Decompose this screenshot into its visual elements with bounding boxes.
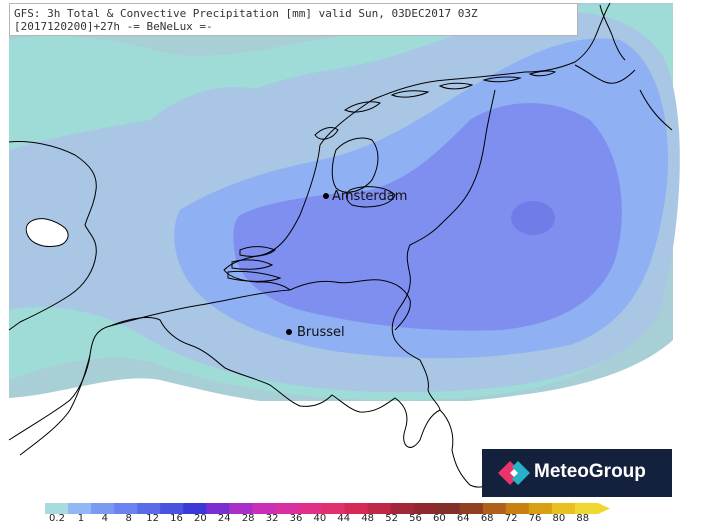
legend-swatch: [45, 503, 69, 514]
legend-swatch: [551, 503, 576, 514]
legend-swatch: [413, 503, 438, 514]
brussel-marker: [286, 329, 292, 335]
legend-labels: 0.2 1 4 8 12 16 20 24 28 32 36 40 44 48 52 56 60 64 68 72 76…: [0, 513, 725, 527]
legend-label: 40: [313, 513, 327, 524]
field-core-band: [233, 103, 622, 331]
amsterdam-label: Amsterdam: [332, 189, 408, 204]
legend-label: 64: [456, 513, 470, 524]
meteogroup-logo-text: MeteoGroup: [534, 461, 646, 482]
header-line-2: [2017120200]+27h -= BeNeLux =-: [14, 20, 213, 33]
chart-header: GFS: 3h Total & Convective Precipitation…: [9, 3, 578, 36]
legend-label: 80: [552, 513, 566, 524]
legend-overflow-arrow: [598, 503, 610, 514]
legend-label: 44: [337, 513, 351, 524]
field-peak: [511, 201, 555, 235]
legend-swatch: [482, 503, 507, 514]
field-empty-south: [9, 340, 673, 440]
legend-color-bar: [45, 503, 610, 514]
legend-label: 1: [77, 513, 85, 524]
legend-label: 8: [125, 513, 132, 524]
legend-label: 52: [385, 513, 398, 524]
legend-label: 60: [433, 513, 446, 524]
meteogroup-logo-icon: [498, 461, 530, 485]
legend-swatch: [183, 503, 207, 514]
legend-label: 20: [194, 513, 207, 524]
legend-label: 28: [241, 513, 255, 524]
legend-swatch: [275, 503, 299, 514]
legend-swatch: [229, 503, 253, 514]
legend-label: 72: [504, 513, 518, 524]
header-line-1: GFS: 3h Total & Convective Precipitation…: [14, 7, 478, 20]
legend-swatch: [459, 503, 484, 514]
legend-label: 4: [101, 513, 108, 524]
amsterdam-marker: [323, 193, 329, 199]
legend-swatch: [390, 503, 415, 514]
legend-swatch: [528, 503, 553, 514]
legend-label: 88: [576, 513, 590, 524]
legend-label: 76: [528, 513, 542, 524]
legend-swatch: [344, 503, 369, 514]
legend-label: 0.2: [49, 513, 65, 524]
legend-swatch: [574, 503, 599, 514]
legend-label: 32: [265, 513, 279, 524]
legend-swatch: [252, 503, 276, 514]
legend-label: 48: [361, 513, 375, 524]
legend-swatch: [298, 503, 322, 514]
legend-swatch: [206, 503, 230, 514]
legend-label: 12: [146, 513, 159, 524]
legend-swatch: [505, 503, 530, 514]
meteogroup-logo: MeteoGroup: [482, 449, 672, 497]
legend-label: 68: [480, 513, 494, 524]
legend-label: 36: [289, 513, 303, 524]
legend-swatch: [160, 503, 184, 514]
legend-swatch: [436, 503, 461, 514]
legend-swatch: [91, 503, 115, 514]
legend-label: 24: [217, 513, 231, 524]
legend-swatch: [114, 503, 138, 514]
legend-swatch: [367, 503, 392, 514]
legend-label: 16: [170, 513, 183, 524]
legend-swatch: [68, 503, 92, 514]
brussel-label: Brussel: [297, 325, 345, 340]
legend-swatch: [137, 503, 161, 514]
field-light-north-west: [149, 86, 260, 154]
legend-swatch: [321, 503, 346, 514]
legend-label: 56: [409, 513, 422, 524]
coastlines: [8, 2, 636, 441]
